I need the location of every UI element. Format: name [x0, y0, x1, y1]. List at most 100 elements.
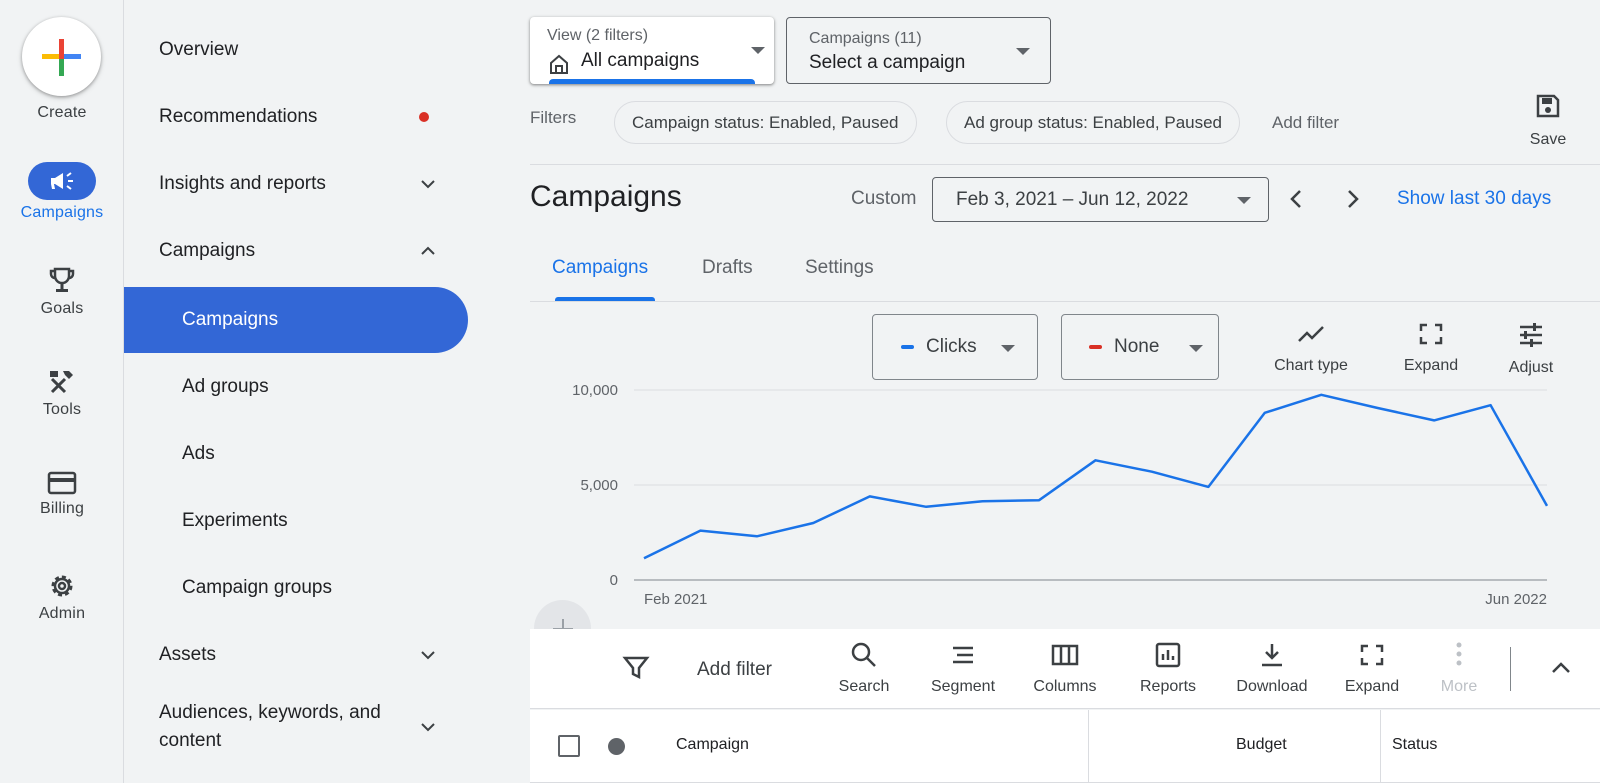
- chart-expand-button[interactable]: Expand: [1398, 322, 1464, 375]
- search-button[interactable]: Search: [834, 641, 894, 696]
- nav-item-experiments[interactable]: Experiments: [124, 488, 468, 554]
- save-button[interactable]: Save: [1520, 92, 1576, 149]
- metric-1-dropdown[interactable]: Clicks: [872, 314, 1038, 380]
- rail-item-tools[interactable]: Tools: [0, 367, 124, 419]
- nav-item-ad-groups[interactable]: Ad groups: [124, 354, 468, 420]
- metric-2-label: None: [1114, 336, 1160, 357]
- column-header-budget[interactable]: Budget: [1236, 736, 1287, 753]
- create-button[interactable]: [22, 17, 101, 96]
- page-title: Campaigns: [530, 180, 682, 213]
- download-label: Download: [1236, 678, 1308, 695]
- filter-chip-ad-group-status[interactable]: Ad group status: Enabled, Paused: [946, 101, 1241, 144]
- rail-item-billing[interactable]: Billing: [0, 470, 124, 518]
- rail-item-admin[interactable]: Admin: [0, 571, 124, 623]
- download-button[interactable]: Download: [1231, 641, 1313, 696]
- rail-item-campaigns[interactable]: Campaigns: [0, 162, 124, 222]
- table-expand-button[interactable]: Expand: [1342, 641, 1402, 696]
- admin-label: Admin: [38, 605, 86, 622]
- nav-item-label: Campaigns: [182, 309, 279, 330]
- expand-icon: [1360, 644, 1384, 666]
- table-toolbar: Add filter Search Segment Columns Report…: [530, 629, 1600, 709]
- nav-item-label: content: [159, 730, 222, 751]
- series-color-swatch: [1089, 345, 1102, 349]
- nav-item-ads[interactable]: Ads: [124, 421, 468, 487]
- save-icon: [1536, 94, 1560, 118]
- dropdown-arrow-icon: [1189, 345, 1203, 352]
- active-tab-indicator: [555, 297, 655, 301]
- reports-label: Reports: [1139, 678, 1197, 695]
- y-tick-label: 5,000: [580, 477, 618, 494]
- column-header-status[interactable]: Status: [1392, 736, 1438, 753]
- nav-item-label: Campaign groups: [182, 577, 332, 598]
- nav-item-campaign-groups[interactable]: Campaign groups: [124, 555, 468, 621]
- tools-label: Tools: [42, 401, 82, 418]
- campaign-select-value: Select a campaign: [809, 52, 966, 73]
- plus-multicolor-icon: [42, 39, 81, 76]
- column-header-campaign[interactable]: Campaign: [676, 736, 749, 753]
- nav-item-label: Ad groups: [182, 376, 269, 397]
- more-button[interactable]: More: [1436, 641, 1482, 696]
- nav-item-label-wrap: Audiences, keywords, and content: [159, 699, 381, 755]
- nav-item-assets[interactable]: Assets: [124, 622, 468, 688]
- nav-item-label: Assets: [159, 644, 217, 665]
- filter-chip-campaign-status[interactable]: Campaign status: Enabled, Paused: [614, 101, 917, 144]
- nav-item-insights[interactable]: Insights and reports: [124, 151, 468, 217]
- metric-2-dropdown[interactable]: None: [1061, 314, 1219, 380]
- search-label: Search: [838, 678, 890, 695]
- nav-item-campaigns[interactable]: Campaigns: [124, 287, 468, 353]
- rail-create-label-wrap: Create: [0, 100, 124, 122]
- secondary-nav: Overview Recommendations Insights and re…: [124, 0, 479, 783]
- column-divider: [1380, 710, 1381, 783]
- chevron-up-icon: [421, 246, 435, 255]
- expand-label: Expand: [1344, 678, 1400, 695]
- rail-item-goals[interactable]: Goals: [0, 266, 124, 318]
- nav-item-recommendations[interactable]: Recommendations: [124, 84, 468, 150]
- chart-type-button[interactable]: Chart type: [1266, 322, 1356, 375]
- credit-card-icon: [47, 471, 77, 495]
- reports-button[interactable]: Reports: [1136, 641, 1200, 696]
- chevron-right-icon[interactable]: [1340, 187, 1364, 211]
- show-last-30-days-link[interactable]: Show last 30 days: [1397, 188, 1552, 209]
- expand-label: Expand: [1403, 357, 1459, 374]
- chart-type-label: Chart type: [1274, 357, 1348, 374]
- date-range-value: Feb 3, 2021 – Jun 12, 2022: [956, 189, 1189, 210]
- date-range-picker[interactable]: Feb 3, 2021 – Jun 12, 2022: [932, 177, 1269, 222]
- tab-drafts[interactable]: Drafts: [702, 257, 753, 278]
- table-add-filter[interactable]: Add filter: [697, 659, 772, 680]
- add-filter-link[interactable]: Add filter: [1272, 113, 1340, 132]
- megaphone-icon: [51, 172, 73, 190]
- nav-item-label: Campaigns: [159, 240, 256, 261]
- dropdown-arrow-icon: [751, 47, 765, 54]
- toolbar-divider: [1510, 647, 1511, 691]
- segment-icon: [953, 646, 973, 664]
- campaign-select-label: Campaigns (11): [809, 30, 922, 47]
- chevron-up-icon[interactable]: [1550, 657, 1572, 679]
- tab-campaigns[interactable]: Campaigns: [552, 257, 649, 278]
- segment-label: Segment: [930, 678, 996, 695]
- download-icon: [1262, 644, 1282, 667]
- chevron-left-icon[interactable]: [1285, 187, 1309, 211]
- campaign-select-dropdown[interactable]: Campaigns (11) Select a campaign: [786, 17, 1051, 84]
- columns-button[interactable]: Columns: [1030, 641, 1100, 696]
- nav-item-audiences[interactable]: Audiences, keywords, and content: [124, 692, 468, 762]
- view-underline: [549, 79, 755, 84]
- nav-item-overview[interactable]: Overview: [124, 17, 468, 83]
- view-filter-dropdown[interactable]: View (2 filters) All campaigns: [530, 17, 774, 84]
- segment-button[interactable]: Segment: [926, 641, 1000, 696]
- tune-icon: [1520, 323, 1542, 347]
- create-label: Create: [37, 104, 87, 121]
- more-vert-icon: [1456, 642, 1462, 666]
- tab-settings[interactable]: Settings: [805, 257, 874, 278]
- notification-dot: [419, 112, 429, 122]
- clicks-series-line: [643, 393, 1549, 560]
- more-label: More: [1440, 678, 1478, 695]
- y-tick-label: 0: [610, 572, 618, 589]
- divider: [530, 301, 1600, 302]
- x-tick-label: Jun 2022: [1485, 591, 1547, 608]
- select-all-checkbox[interactable]: [558, 735, 580, 757]
- chart-adjust-button[interactable]: Adjust: [1500, 322, 1562, 377]
- nav-item-campaigns-group[interactable]: Campaigns: [124, 218, 468, 284]
- filter-funnel-icon[interactable]: [622, 654, 650, 682]
- metric-1-label: Clicks: [926, 336, 977, 357]
- series-color-swatch: [901, 345, 914, 349]
